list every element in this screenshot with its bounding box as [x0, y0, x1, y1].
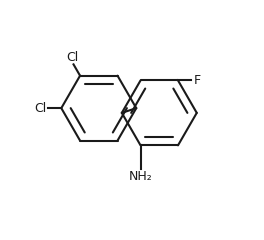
Text: Cl: Cl — [35, 102, 47, 115]
Text: NH₂: NH₂ — [129, 170, 152, 183]
Text: Cl: Cl — [66, 51, 78, 64]
Text: F: F — [194, 74, 201, 87]
